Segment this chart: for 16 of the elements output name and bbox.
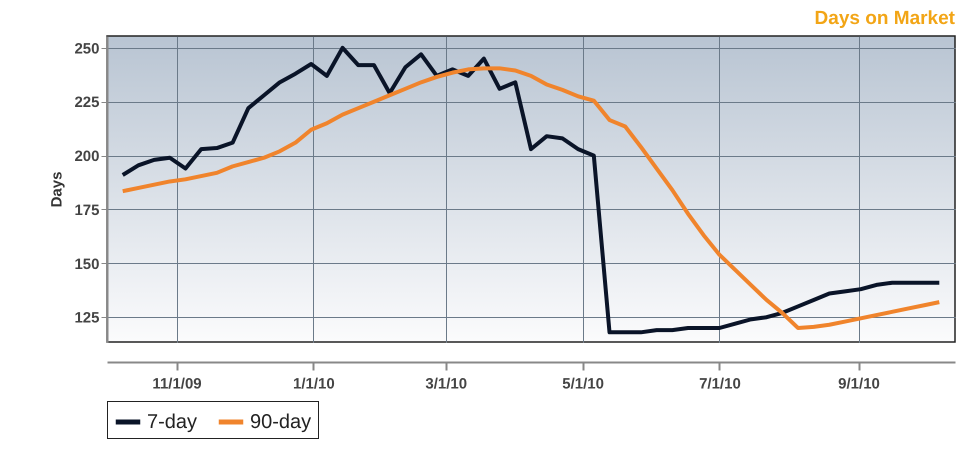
y-tick-label: 225 bbox=[74, 94, 100, 112]
chart-title: Days on Market bbox=[814, 8, 956, 29]
y-tick-label: 250 bbox=[74, 40, 100, 58]
x-tick-label: 11/1/09 bbox=[152, 376, 202, 392]
x-tick-label: 3/1/10 bbox=[425, 376, 468, 392]
x-tick-label: 1/1/10 bbox=[293, 376, 335, 392]
legend-label: 90-day bbox=[250, 411, 312, 433]
legend-label: 7-day bbox=[147, 411, 198, 433]
y-tick-label: 200 bbox=[74, 148, 100, 166]
x-tick-label: 5/1/10 bbox=[562, 376, 604, 392]
y-tick-label: 175 bbox=[74, 202, 100, 219]
x-tick-label: 9/1/10 bbox=[838, 376, 880, 392]
x-tick-label: 7/1/10 bbox=[699, 376, 741, 392]
y-tick-label: 150 bbox=[74, 256, 100, 273]
y-tick-label: 125 bbox=[74, 310, 100, 327]
y-axis-title: Days bbox=[48, 172, 66, 208]
